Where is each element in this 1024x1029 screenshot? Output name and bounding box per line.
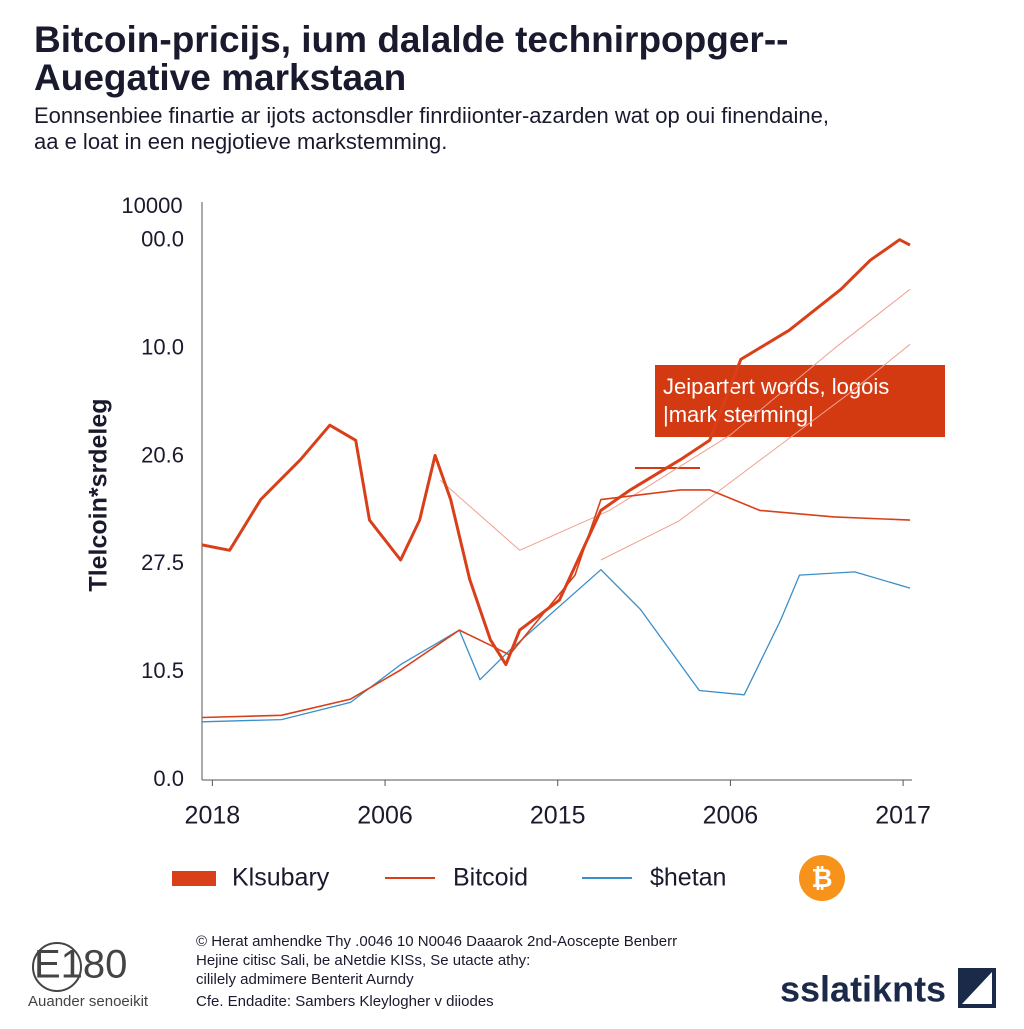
y-top-label: 10000 [121, 193, 182, 218]
y-axis-label: Tlelcoin*srdeleg [85, 398, 113, 591]
logo-right-mark [962, 972, 992, 1004]
legend-label: $hetan [650, 864, 726, 892]
x-tick-label: 2018 [185, 802, 241, 830]
x-tick-label: 2006 [703, 802, 759, 830]
series-line [201, 489, 911, 719]
bitcoin-icon-glyph: ₿ [811, 863, 832, 893]
y-tick-label: 0.0 [153, 766, 184, 791]
y-tick-label: 20.6 [141, 442, 184, 467]
legend-swatch [172, 871, 216, 886]
series-line [201, 238, 911, 667]
footer-text: © Herat amhendke Thy .0046 10 N0046 Daaa… [196, 933, 677, 950]
x-tick-label: 2015 [530, 802, 586, 830]
x-tick-label: 2017 [875, 802, 931, 830]
footer-text: cililely admimere Benterit Aurndy [196, 971, 414, 988]
subtitle: Eonnsenbiee finartie ar ijots actonsdler… [34, 103, 829, 128]
logo-left-caption: Auander senoeikit [28, 993, 149, 1010]
series-line [600, 343, 911, 561]
y-tick-label: 10.5 [141, 658, 184, 683]
series-line [439, 288, 911, 551]
logo-ring [32, 942, 82, 992]
series-line [201, 569, 911, 723]
logo-right: sslatiknts [780, 969, 946, 1010]
legend-label: Bitcoid [453, 864, 528, 892]
annotation: Jeipartert words, logois [663, 374, 889, 399]
title: Auegative markstaan [34, 57, 406, 98]
footer-text: Cfe. Endadite: Sambers Kleylogher v diio… [196, 993, 494, 1010]
y-tick-label: 27.5 [141, 550, 184, 575]
bitcoin-icon [799, 855, 845, 901]
logo-left: E180 [34, 943, 127, 987]
x-tick-label: 2006 [357, 802, 413, 830]
footer-text: Hejine citisc Sali, be aNetdie KISs, Se … [196, 952, 530, 969]
y-tick-label: 00.0 [141, 227, 184, 252]
title: Bitcoin-pricijs, ium dalalde technirpopg… [34, 19, 788, 60]
y-tick-label: 10.0 [141, 334, 184, 359]
legend-label: Klsubary [232, 864, 330, 892]
subtitle: aa e loat in een negjotieve markstemming… [34, 129, 447, 154]
annotation: |mark sterming| [663, 402, 814, 427]
